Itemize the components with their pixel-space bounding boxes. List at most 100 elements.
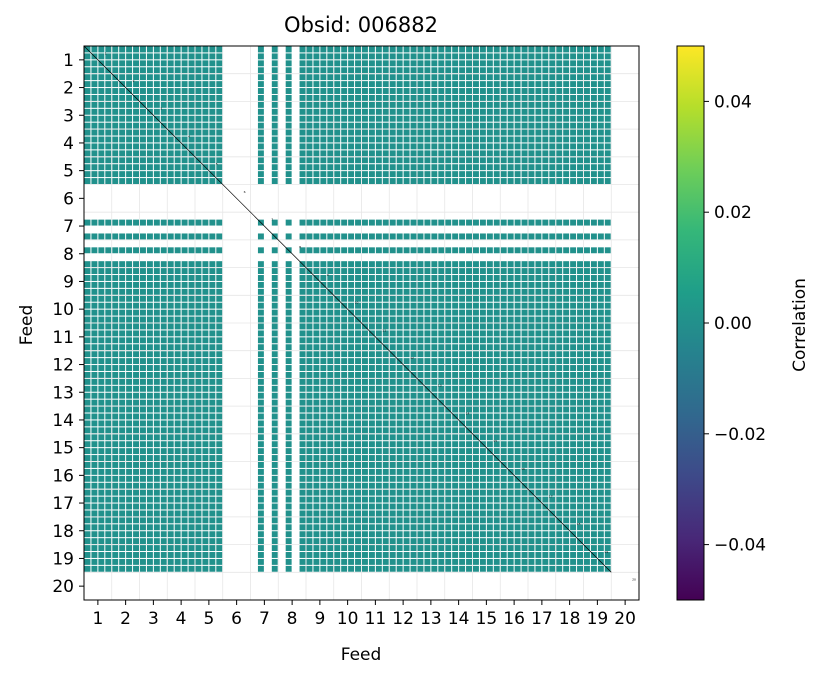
heatmap-cell xyxy=(140,281,146,288)
heatmap-cell xyxy=(507,365,514,371)
heatmap-cell xyxy=(597,399,604,406)
heatmap-cell xyxy=(417,413,424,420)
heatmap-cell xyxy=(604,295,611,302)
heatmap-cell xyxy=(549,558,556,565)
heatmap-cell xyxy=(438,275,445,281)
heatmap-cell xyxy=(466,53,472,60)
heatmap-cell xyxy=(140,565,146,572)
heatmap-cell xyxy=(410,316,417,323)
heatmap-cell xyxy=(299,67,306,74)
heatmap-cell xyxy=(500,455,507,461)
heatmap-cell xyxy=(556,281,563,288)
heatmap-cell xyxy=(500,67,507,74)
heatmap-cell xyxy=(348,101,355,108)
heatmap-cell xyxy=(285,268,292,275)
heatmap-cell xyxy=(112,482,119,489)
heatmap-cell xyxy=(590,302,597,309)
heatmap-cell xyxy=(528,420,535,427)
heatmap-cell xyxy=(105,295,112,302)
heatmap-cell xyxy=(355,46,361,53)
heatmap-cell xyxy=(507,157,514,164)
heatmap-cell xyxy=(479,281,486,288)
heatmap-cell xyxy=(590,81,597,88)
heatmap-cell xyxy=(528,60,535,67)
heatmap-cell xyxy=(507,399,514,406)
heatmap-cell xyxy=(313,365,320,371)
heatmap-cell xyxy=(140,74,146,81)
heatmap-cell xyxy=(438,448,445,455)
heatmap-cell xyxy=(521,309,528,316)
heatmap-cell xyxy=(188,67,195,74)
heatmap-cell xyxy=(507,136,514,143)
heatmap-cell xyxy=(563,46,570,53)
heatmap-cell xyxy=(355,261,361,268)
heatmap-cell xyxy=(466,219,472,226)
heatmap-cell xyxy=(445,275,452,281)
heatmap-cell xyxy=(556,462,563,468)
heatmap-cell xyxy=(521,81,528,88)
heatmap-cell xyxy=(84,503,91,510)
heatmap-cell xyxy=(445,475,452,482)
heatmap-cell xyxy=(348,503,355,510)
heatmap-cell xyxy=(466,510,472,517)
heatmap-cell xyxy=(590,281,597,288)
heatmap-cell xyxy=(604,60,611,67)
heatmap-cell xyxy=(188,171,195,178)
heatmap-cell xyxy=(417,434,424,441)
heatmap-cell xyxy=(584,482,590,489)
heatmap-cell xyxy=(410,261,417,268)
heatmap-cell xyxy=(362,67,368,74)
heatmap-cell xyxy=(542,434,549,441)
heatmap-cell xyxy=(146,448,153,455)
heatmap-cell xyxy=(479,365,486,371)
heatmap-cell xyxy=(597,371,604,378)
heatmap-cell xyxy=(153,378,160,385)
heatmap-cell xyxy=(306,67,313,74)
heatmap-cell xyxy=(403,143,410,150)
heatmap-cell xyxy=(146,392,153,399)
heatmap-cell xyxy=(590,427,597,434)
heatmap-cell xyxy=(362,178,368,184)
heatmap-cell xyxy=(542,94,549,101)
heatmap-cell xyxy=(160,558,167,565)
heatmap-cell xyxy=(153,462,160,468)
heatmap-cell xyxy=(320,337,327,344)
heatmap-cell xyxy=(445,358,452,365)
heatmap-cell xyxy=(459,565,466,572)
heatmap-cell xyxy=(299,434,306,441)
heatmap-cell xyxy=(285,323,292,330)
heatmap-cell xyxy=(459,157,466,164)
heatmap-cell xyxy=(486,531,493,538)
heatmap-cell xyxy=(452,448,459,455)
heatmap-cell xyxy=(417,358,424,365)
heatmap-cell xyxy=(126,316,133,323)
plot-frame xyxy=(83,45,640,601)
heatmap-cell xyxy=(126,413,133,420)
heatmap-cell xyxy=(577,275,583,281)
heatmap-cell xyxy=(209,538,216,545)
heatmap-cell xyxy=(466,323,472,330)
heatmap-cell xyxy=(216,309,223,316)
heatmap-cell xyxy=(341,558,348,565)
heatmap-cell xyxy=(133,53,139,60)
heatmap-cell xyxy=(257,371,264,378)
heatmap-cell xyxy=(521,378,528,385)
heatmap-cell xyxy=(417,330,424,337)
heatmap-cell xyxy=(119,323,126,330)
heatmap-cell xyxy=(84,524,91,531)
heatmap-cell xyxy=(257,413,264,420)
heatmap-cell xyxy=(174,503,181,510)
heatmap-cell xyxy=(410,74,417,81)
heatmap-cell xyxy=(466,108,472,115)
heatmap-cell xyxy=(271,510,278,517)
heatmap-cell xyxy=(334,399,341,406)
heatmap-cell xyxy=(507,482,514,489)
heatmap-cell xyxy=(98,531,105,538)
heatmap-cell xyxy=(140,136,146,143)
heatmap-cell xyxy=(521,330,528,337)
heatmap-cell xyxy=(216,261,223,268)
heatmap-cell xyxy=(479,233,486,240)
heatmap-cell xyxy=(320,171,327,178)
heatmap-cell xyxy=(306,74,313,81)
heatmap-cell xyxy=(341,261,348,268)
